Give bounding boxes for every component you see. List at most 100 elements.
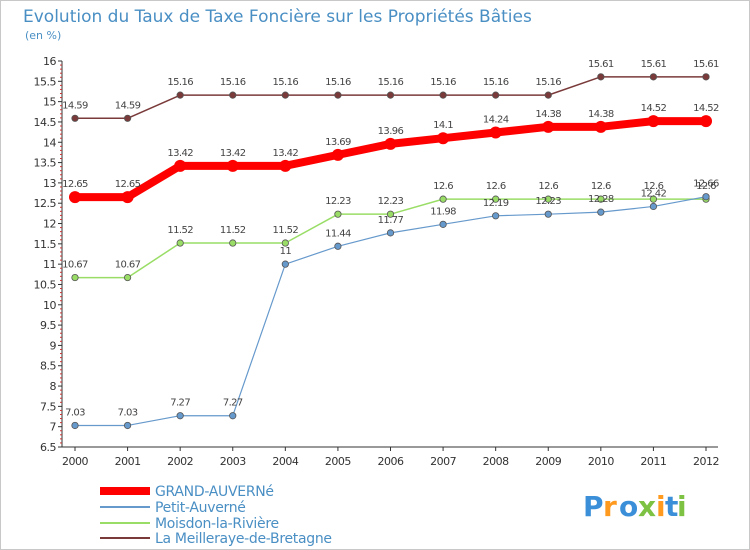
data-label: 12.65: [115, 179, 141, 190]
data-label: 14.52: [641, 103, 667, 114]
data-label: 13.42: [167, 148, 193, 159]
data-point: [439, 195, 447, 203]
data-label: 14.59: [115, 100, 141, 111]
data-label: 14.59: [62, 100, 88, 111]
data-label: 15.16: [167, 77, 193, 88]
y-tick-label: 12: [43, 218, 56, 231]
data-point: [647, 115, 660, 128]
data-label: 13.42: [220, 148, 246, 159]
data-label: 12.28: [588, 194, 614, 205]
y-tick-label: 6.5: [40, 441, 56, 454]
data-point: [334, 91, 342, 99]
data-point: [123, 114, 132, 122]
data-label: 12.6: [591, 181, 611, 192]
data-point: [542, 120, 555, 133]
data-point: [71, 114, 79, 122]
data-point: [174, 159, 187, 172]
chart-title: Evolution du Taux de Taxe Foncière sur l…: [23, 7, 532, 27]
data-point: [492, 91, 500, 99]
data-point: [702, 193, 710, 201]
x-tick-label: 2002: [167, 455, 193, 468]
x-tick-label: 2006: [378, 455, 404, 468]
data-label: 15.61: [588, 59, 614, 70]
x-tick-label: 2001: [115, 455, 141, 468]
data-point: [71, 421, 79, 430]
legend-label: Moisdon-la-Rivière: [155, 516, 279, 532]
y-tick-label: 8: [50, 380, 57, 393]
data-point: [544, 210, 552, 218]
data-label: 14.38: [535, 109, 561, 120]
data-point: [176, 91, 184, 99]
data-label: 10.67: [115, 260, 141, 271]
y-tick-label: 9: [50, 339, 57, 352]
logo-letter: P: [583, 490, 604, 523]
y-axis-unit-label: (en %): [25, 29, 61, 42]
data-point: [176, 412, 184, 420]
x-tick-label: 2004: [272, 455, 298, 468]
data-label: 13.96: [378, 126, 404, 137]
data-point: [439, 220, 447, 228]
data-point: [334, 242, 342, 250]
y-tick-label: 15.5: [34, 75, 57, 88]
x-tick-label: 2011: [640, 455, 666, 468]
legend-label: La Meilleraye-de-Bretagne: [155, 531, 332, 547]
data-point: [437, 132, 450, 145]
y-tick-label: 13: [43, 177, 56, 190]
data-point: [123, 421, 132, 430]
data-point: [489, 126, 502, 139]
data-point: [597, 195, 605, 203]
logo-letter: r: [603, 490, 617, 523]
data-label: 14.52: [693, 103, 719, 114]
data-point: [649, 73, 658, 81]
data-point: [281, 239, 289, 247]
x-tick-label: 2008: [483, 455, 509, 468]
logo-letter: x: [638, 490, 656, 523]
data-label: 10.67: [62, 260, 88, 271]
x-tick-label: 2003: [220, 455, 246, 468]
data-point: [439, 91, 447, 99]
data-point: [702, 73, 710, 81]
data-point: [597, 73, 605, 81]
data-label: 15.16: [273, 77, 299, 88]
data-label: 14.1: [433, 120, 453, 131]
y-tick-label: 9.5: [40, 319, 56, 332]
y-tick-label: 7: [50, 421, 57, 434]
data-label: 15.16: [325, 77, 351, 88]
data-point: [229, 239, 237, 247]
data-label: 15.16: [220, 77, 246, 88]
data-point: [279, 159, 292, 172]
y-tick-label: 10.5: [34, 278, 57, 291]
data-label: 12.6: [486, 181, 506, 192]
data-label: 7.27: [223, 398, 243, 409]
data-point: [384, 137, 397, 150]
data-label: 15.16: [378, 77, 404, 88]
data-point: [492, 212, 500, 220]
y-tick-label: 8.5: [40, 360, 56, 373]
logo-letter: i: [677, 490, 687, 523]
data-label: 12.6: [696, 181, 716, 192]
data-point: [700, 115, 712, 128]
data-point: [71, 273, 79, 282]
data-point: [176, 239, 184, 247]
data-label: 11: [280, 246, 292, 257]
data-label: 11.52: [273, 225, 299, 236]
data-point: [386, 229, 395, 237]
data-label: 11.77: [378, 215, 404, 226]
data-label: 7.03: [65, 407, 85, 418]
data-point: [544, 91, 552, 99]
legend-label: GRAND-AUVERNé: [155, 484, 274, 500]
series-group: [69, 73, 712, 430]
x-tick-label: 2005: [325, 455, 351, 468]
y-tick-label: 10: [43, 299, 56, 312]
data-label: 13.69: [325, 137, 351, 148]
data-point: [69, 191, 81, 204]
x-tick-label: 2012: [693, 455, 719, 468]
data-point: [386, 91, 395, 99]
logo-letter: o: [619, 490, 638, 523]
y-tick-label: 14: [43, 136, 56, 149]
data-label: 15.16: [483, 77, 509, 88]
data-label: 7.27: [170, 398, 190, 409]
data-point: [492, 195, 500, 203]
data-label: 15.16: [535, 77, 561, 88]
